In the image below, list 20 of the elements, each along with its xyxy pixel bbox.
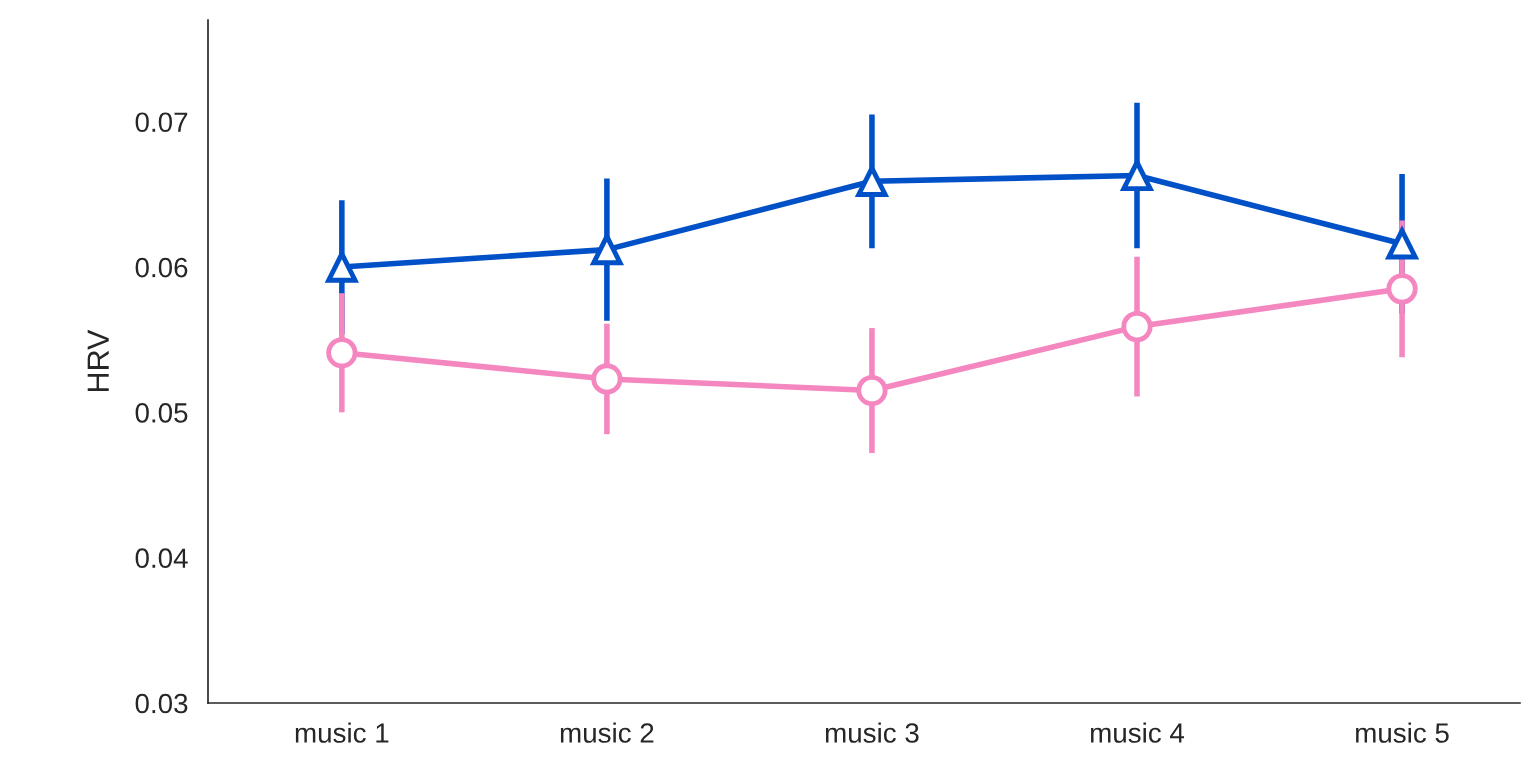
point (856, 165, 888, 197)
y-tick-label: 0.05 (135, 403, 188, 423)
x-tick-label: music 5 (1356, 722, 1449, 743)
point (326, 337, 358, 369)
x-tick-label: music 1 (295, 722, 389, 743)
x-tick-label: music 4 (1091, 722, 1185, 743)
point (326, 251, 358, 283)
point (591, 363, 623, 395)
y-tick-label: 0.06 (135, 257, 188, 278)
point (1121, 311, 1153, 343)
y-tick-label: 0.04 (135, 548, 188, 569)
x-tick-label: music 2 (560, 722, 654, 743)
y-tick-label: 0.07 (135, 112, 188, 133)
x-tick-label: music 3 (825, 722, 919, 743)
y-axis-title: HRV (87, 329, 109, 391)
point (856, 374, 888, 407)
point (1121, 159, 1153, 192)
point (591, 233, 623, 266)
y-tick-label: 0.03 (135, 693, 188, 714)
point (1386, 273, 1418, 305)
